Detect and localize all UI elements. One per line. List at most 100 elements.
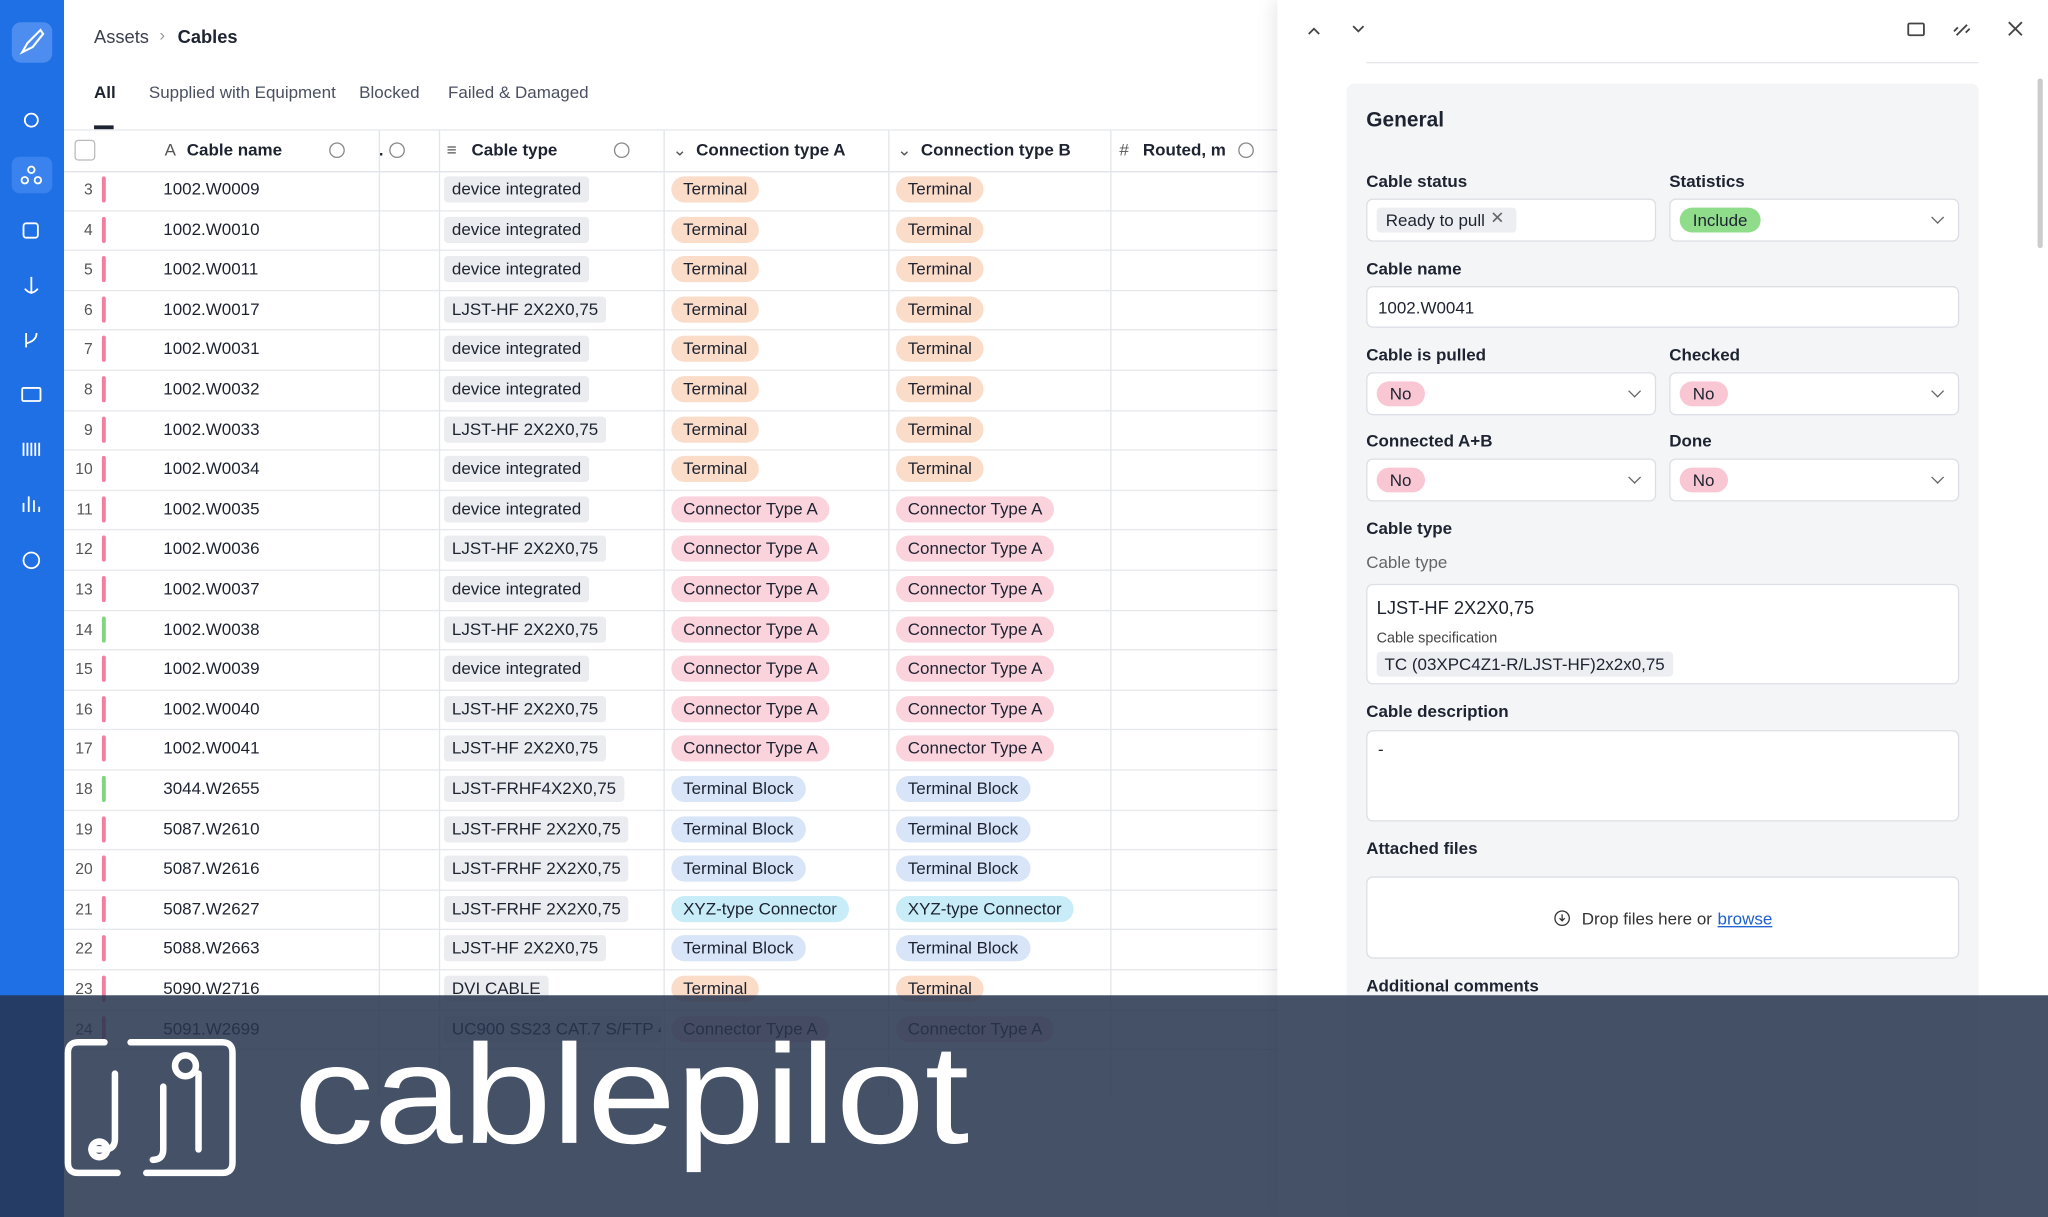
column-header[interactable]: Routed, m: [1142, 139, 1226, 160]
nav-chart[interactable]: [22, 496, 41, 512]
record-sublabel: Cable specification: [1376, 630, 1498, 647]
number-icon: #: [1119, 139, 1129, 160]
table-row[interactable]: 17 1002.W0041 LJST-HF 2X2X0,75 Connector Ty…: [63, 729, 1305, 771]
cable-name: 1002.W0033: [163, 418, 260, 439]
field-label: Additional comments: [1366, 975, 1539, 996]
breadcrumb-separator: ›: [159, 24, 166, 45]
table-row[interactable]: 14 1002.W0038 LJST-HF 2X2X0,75 Connector Ty…: [63, 609, 1305, 651]
nav-branch[interactable]: [25, 332, 38, 348]
column-header[interactable]: Cable type: [471, 139, 558, 160]
table-row[interactable]: 6 1002.W0017 LJST-HF 2X2X0,75 Terminal Termi…: [63, 290, 1305, 331]
breadcrumb-root[interactable]: Assets: [94, 26, 149, 48]
row-number: 9: [83, 420, 93, 439]
link-button[interactable]: [1953, 24, 1971, 36]
logo-button[interactable]: [11, 22, 53, 63]
row-number: 15: [75, 659, 93, 679]
select-all-checkbox[interactable]: [74, 139, 96, 161]
select-field[interactable]: No: [1366, 458, 1657, 502]
row-number: 18: [75, 779, 93, 799]
row-status-bar: [101, 895, 106, 922]
connection-b-tag: Connector Type A: [895, 536, 1055, 563]
tab[interactable]: Blocked: [359, 82, 420, 102]
row-status-bar: [101, 336, 106, 363]
table-row[interactable]: 7 1002.W0031 device integrated Terminal Term…: [63, 330, 1305, 371]
table-row[interactable]: 12 1002.W0036 LJST-HF 2X2X0,75 Connector Ty…: [63, 529, 1305, 571]
connection-a-tag: Connector Type A: [671, 615, 830, 643]
cable-name: 1002.W0040: [163, 698, 260, 719]
browse-link[interactable]: browse: [1717, 909, 1773, 929]
cable-type-tag: LJST-HF 2X2X0,75: [444, 695, 607, 723]
prev-button[interactable]: [1308, 27, 1320, 35]
connection-a-tag: Terminal: [671, 176, 760, 203]
table-row[interactable]: 4 1002.W0010 device integrated Terminal Term…: [63, 210, 1305, 252]
cable-name: 5090.W2716: [163, 978, 260, 998]
table-row[interactable]: 11 1002.W0035 device integrated Connector T…: [63, 490, 1305, 531]
nav-tasks[interactable]: [22, 222, 39, 239]
scrollbar[interactable]: [2037, 78, 2043, 249]
table-row[interactable]: 9 1002.W0033 LJST-HF 2X2X0,75 Terminal Termi…: [63, 410, 1305, 451]
connection-b-tag: Terminal Block: [895, 815, 1030, 842]
cable-name: 5087.W2627: [163, 898, 260, 918]
active-nav[interactable]: [11, 156, 53, 194]
cable-type-tag: device integrated: [444, 376, 590, 403]
select-field[interactable]: No: [1669, 372, 1960, 416]
nav-anchor[interactable]: [24, 276, 39, 294]
row-number: 22: [75, 939, 93, 958]
row-status-bar: [101, 615, 106, 643]
table-row[interactable]: 15 1002.W0039 device integrated Connector T…: [63, 649, 1305, 691]
print-button[interactable]: [1907, 22, 1925, 37]
column-header[interactable]: Connection type A: [696, 139, 846, 160]
connection-a-tag: Terminal Block: [671, 855, 806, 882]
column-header[interactable]: Cable name: [186, 139, 283, 160]
table-row[interactable]: 16 1002.W0040 LJST-HF 2X2X0,75 Connector Ty…: [63, 689, 1305, 731]
cable-type-tag: device integrated: [444, 336, 590, 363]
cable-name: 1002.W0017: [163, 298, 260, 319]
nav-history[interactable]: [22, 551, 41, 570]
download-icon: [1554, 910, 1570, 927]
field-label: Checked: [1669, 344, 1741, 365]
tab-underline: [94, 125, 114, 130]
row-number: 8: [83, 380, 93, 399]
connection-b-tag: Connector Type A: [895, 575, 1055, 603]
table-row[interactable]: 22 5088.W2663 LJST-HF 2X2X0,75 Terminal Blo…: [63, 929, 1305, 971]
column-divider: [1110, 130, 1112, 1098]
nav-ideas[interactable]: [23, 112, 39, 128]
table-row[interactable]: 3 1002.W0009 device integrated Terminal Term…: [63, 170, 1305, 212]
close-button[interactable]: [2008, 21, 2023, 36]
tab[interactable]: Supplied with Equipment: [148, 82, 336, 102]
cable-status-field[interactable]: Ready to pull ✕: [1366, 198, 1657, 242]
next-button[interactable]: [1352, 25, 1365, 33]
select-value: No: [1679, 381, 1728, 407]
connection-b-tag: Terminal Block: [895, 775, 1030, 802]
connection-b-tag: Terminal: [895, 416, 984, 443]
cable-type-tag: LJST-HF 2X2X0,75: [444, 536, 607, 563]
table-row[interactable]: 19 5087.W2610 LJST-FRHF 2X2X0,75 Terminal B…: [63, 809, 1305, 851]
column-header[interactable]: .: [378, 139, 384, 160]
row-status-bar: [101, 296, 106, 323]
description-input[interactable]: -: [1366, 730, 1960, 822]
table-row[interactable]: 21 5087.W2627 LJST-FRHF 2X2X0,75 XYZ-type C…: [63, 889, 1305, 931]
nav-barcode[interactable]: [22, 442, 41, 456]
field-label: Cable name: [1366, 258, 1462, 279]
table-row[interactable]: 13 1002.W0037 device integrated Connector T…: [63, 569, 1305, 611]
info-icons: [329, 142, 1254, 159]
cable-name-input[interactable]: 1002.W0041: [1366, 286, 1960, 328]
select-field[interactable]: No: [1669, 458, 1960, 502]
table-row[interactable]: 20 5087.W2616 LJST-FRHF 2X2X0,75 Terminal B…: [63, 849, 1305, 891]
tab[interactable]: Failed & Damaged: [447, 82, 589, 102]
row-number: 10: [75, 459, 93, 479]
table-row[interactable]: 10 1002.W0034 device integrated Terminal Ter…: [63, 450, 1305, 491]
table-row[interactable]: 5 1002.W0011 device integrated Terminal Term…: [63, 250, 1305, 291]
select-field[interactable]: No: [1366, 372, 1657, 416]
tab-active[interactable]: All: [94, 82, 116, 102]
table-row[interactable]: 8 1002.W0032 device integrated Terminal Term…: [63, 370, 1305, 411]
nav-book[interactable]: [21, 387, 42, 402]
cable-type-tag: device integrated: [444, 256, 590, 283]
cable-type-record[interactable]: LJST-HF 2X2X0,75 Cable specification TC …: [1366, 583, 1960, 685]
table-row[interactable]: 18 3044.W2655 LJST-FRHF4X2X0,75 Terminal Bl…: [63, 769, 1305, 811]
statistics-field[interactable]: Include: [1669, 198, 1960, 242]
column-header[interactable]: Connection type B: [920, 139, 1071, 160]
brand-logo: cablepilot: [64, 1015, 969, 1177]
chip-remove[interactable]: ✕: [1490, 207, 1505, 228]
file-dropzone[interactable]: Drop files here or browse: [1366, 876, 1960, 959]
